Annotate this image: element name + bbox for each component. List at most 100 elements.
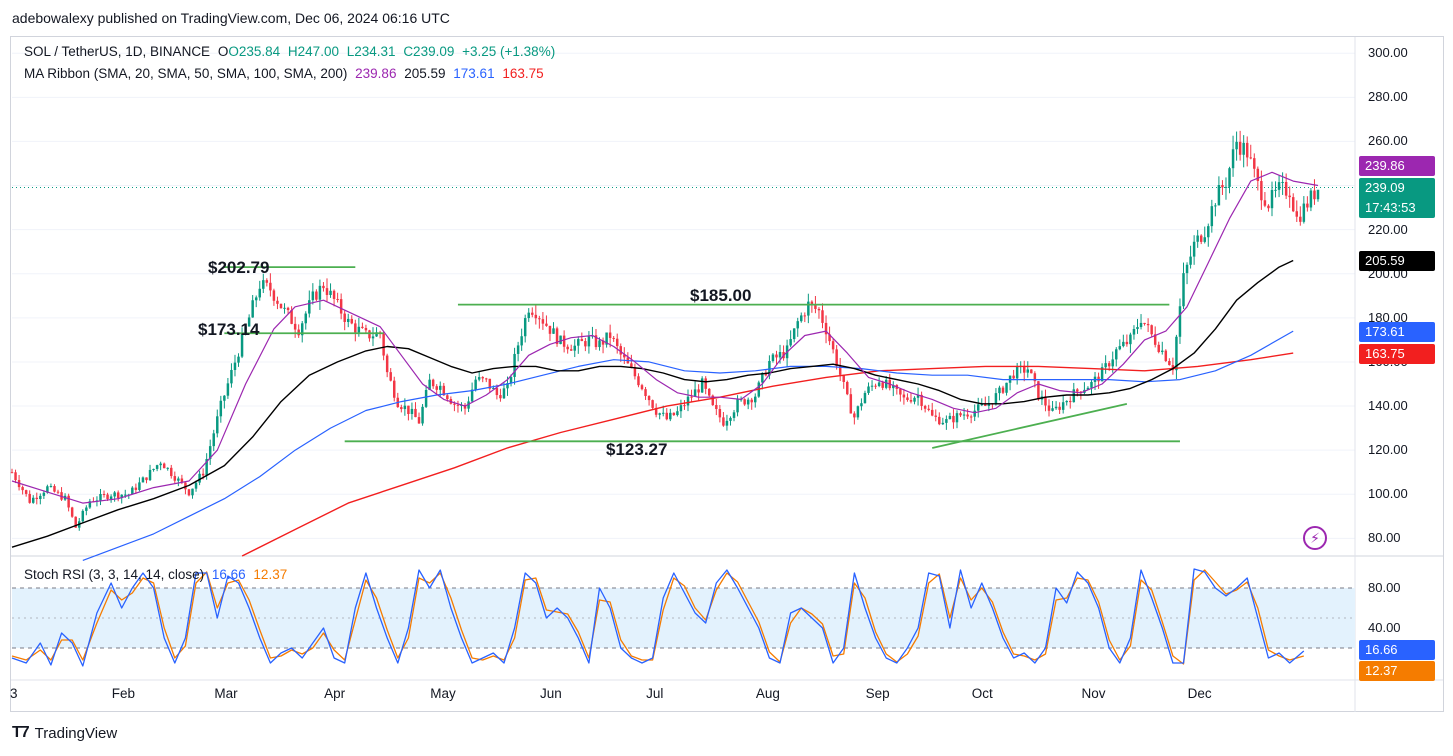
candle [212,429,215,452]
candle-body [371,336,375,339]
ma200-line [241,352,1294,557]
candle-body [736,399,739,413]
candle-body [88,501,92,508]
price-tick-label: 260.00 [1368,133,1408,149]
candle [1228,166,1231,194]
candle-body [300,323,304,336]
candle [1210,199,1214,233]
candle [683,400,686,410]
candle-body [998,387,1001,394]
candle [1005,382,1008,396]
candle-body [70,507,74,517]
candle [120,494,123,504]
candle [1139,314,1143,330]
candle-body [1196,235,1199,242]
candle [771,353,775,363]
candle [49,483,53,488]
candle [754,393,757,408]
candle [237,353,240,367]
candle [1065,400,1068,406]
candle [421,404,424,426]
candle [630,354,633,369]
candle-body [424,390,428,407]
candle [396,392,400,408]
candle-body [400,407,403,410]
price-tag: 205.59 [1359,251,1435,272]
candle-body [545,323,548,326]
candle [1125,334,1129,347]
lightning-icon[interactable]: ⚡ [1303,526,1327,550]
candle-body [654,407,658,415]
candle [400,404,403,413]
candle-body [930,409,934,416]
candle-body [184,482,187,490]
candle-body [10,472,14,474]
candle-body [647,396,651,401]
candle [584,338,587,352]
candle-body [1132,329,1136,335]
candle [531,307,534,318]
candle [88,498,92,509]
candle-body [658,413,661,415]
candle-body [732,412,736,418]
candle-body [959,413,962,416]
candle-body [124,494,127,496]
candle-body [708,388,711,396]
candle [838,357,842,382]
candle [934,409,937,422]
candle [279,303,283,309]
candle [913,396,916,405]
candle [615,333,619,354]
candle-body [1136,327,1139,330]
candle-body [1044,396,1047,406]
candle-body [764,372,768,376]
candle [414,402,417,418]
candle-body [948,415,952,420]
candle-body [230,369,233,384]
candle-body [1061,402,1065,410]
candle-body [290,310,293,324]
candle [1001,385,1005,395]
candle-body [361,326,364,328]
candle [867,382,870,395]
candle [789,330,792,348]
candle-body [867,386,870,393]
candle-body [761,372,764,383]
candle [633,363,637,380]
candle [1030,369,1033,374]
candle [382,331,385,361]
candle-body [1161,350,1164,352]
candle-body [927,408,930,410]
candle [113,490,116,502]
annotation-202: $202.79 [208,258,270,277]
candle-body [1199,235,1203,242]
candle [916,387,920,406]
candle-body [375,332,378,337]
candle-body [81,510,85,522]
candle-body [913,397,916,402]
candle [269,273,272,297]
candle-body [318,285,322,300]
candle-body [226,383,230,396]
candle [1313,179,1316,205]
legend-open: O235.84 [228,44,281,59]
candle [1189,245,1192,269]
candle [385,353,389,378]
candle-body [941,422,945,425]
candle-body [584,341,587,347]
time-tick-label: Nov [1081,686,1106,701]
candle [877,377,881,388]
candle-body [1235,141,1238,150]
candle-body [435,386,438,390]
candle-body [640,385,644,390]
candle [945,415,948,430]
candle-body [1058,406,1061,410]
candle-body [477,377,481,380]
candle-body [1291,197,1295,212]
price-tick-label: 140.00 [1368,398,1408,414]
candle-body [1231,149,1235,169]
candle [339,293,343,320]
price-tag: 239.86 [1359,155,1435,176]
candle-body [803,315,807,317]
